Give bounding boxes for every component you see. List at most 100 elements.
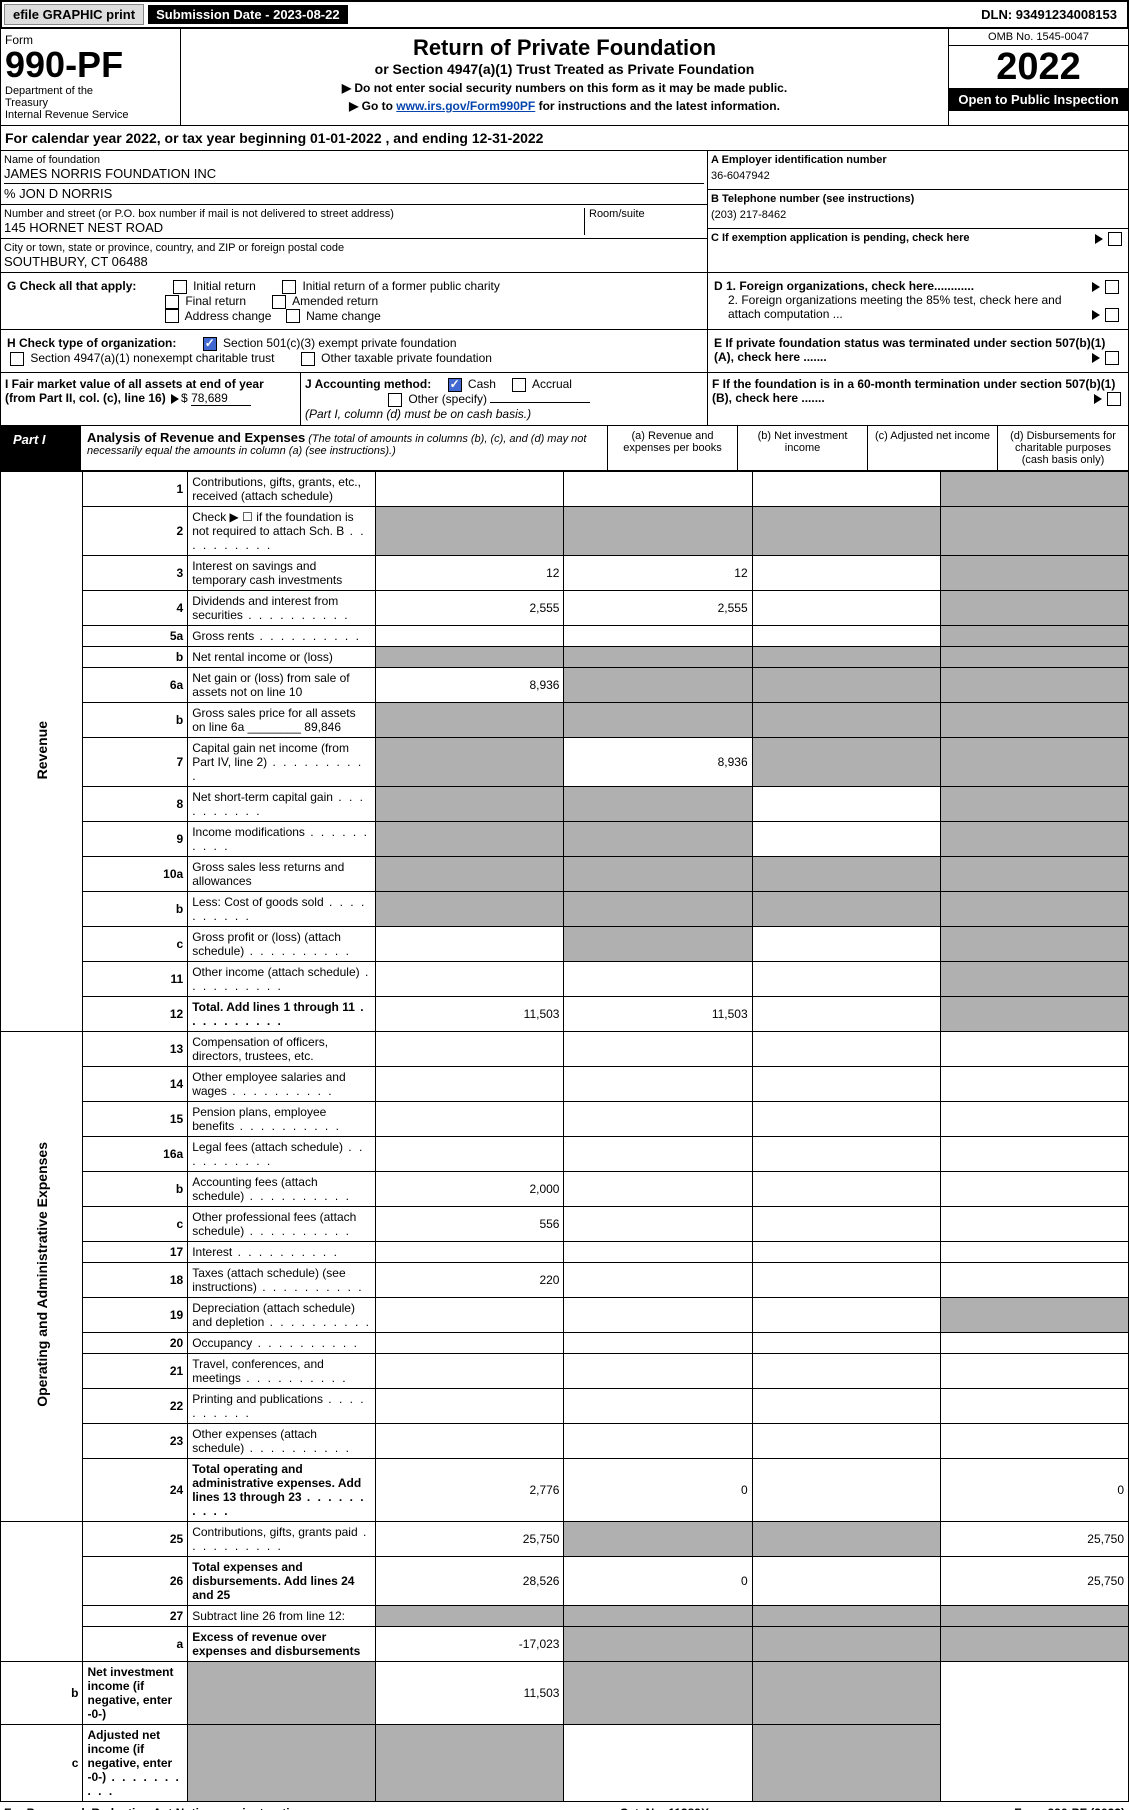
amount-cell [564,1031,752,1066]
amount-cell [752,926,940,961]
city: SOUTHBURY, CT 06488 [4,254,704,269]
amount-cell [752,961,940,996]
amount-cell [940,555,1128,590]
line-number: 16a [83,1136,188,1171]
table-row: 16aLegal fees (attach schedule) [1,1136,1129,1171]
g-amended[interactable] [272,295,286,309]
line-number: 20 [83,1332,188,1353]
g-initial-return[interactable] [173,280,187,294]
amount-cell [752,1458,940,1521]
amount-cell [752,1101,940,1136]
g-initial-former[interactable] [282,280,296,294]
line-desc: Net investment income (if negative, ente… [83,1661,188,1724]
form-title: Return of Private Foundation [187,35,942,61]
h-501c3[interactable] [203,337,217,351]
amount-cell [376,961,564,996]
table-row: 20Occupancy [1,1332,1129,1353]
amount-cell [376,786,564,821]
amount-cell [940,1353,1128,1388]
line-desc: Gross sales price for all assets on line… [188,702,376,737]
d1-checkbox[interactable] [1105,280,1119,294]
e-checkbox[interactable] [1105,351,1119,365]
j-other[interactable] [388,393,402,407]
g-address-change[interactable] [165,309,179,323]
footer-right: Form 990-PF (2022) [1014,1806,1125,1810]
footer: For Paperwork Reduction Act Notice, see … [0,1802,1129,1810]
amount-cell [940,1262,1128,1297]
ein: 36-6047942 [711,166,1125,186]
col-b-header: (b) Net investment income [738,426,868,470]
amount-cell: 2,776 [376,1458,564,1521]
table-row: bGross sales price for all assets on lin… [1,702,1129,737]
g-name-change[interactable] [286,309,300,323]
form-header: Form 990-PF Department of theTreasuryInt… [0,29,1129,126]
amount-cell [752,1353,940,1388]
amount-cell: 2,555 [376,590,564,625]
amount-cell [752,506,940,555]
c-checkbox[interactable] [1108,232,1122,246]
amount-cell [752,1066,940,1101]
line-number: 17 [83,1241,188,1262]
amount-cell [376,1031,564,1066]
amount-cell: 8,936 [376,667,564,702]
amount-cell [752,1605,940,1626]
amount-cell [376,737,564,786]
table-row: 23Other expenses (attach schedule) [1,1423,1129,1458]
footer-left: For Paperwork Reduction Act Notice, see … [4,1806,314,1810]
amount-cell [752,737,940,786]
amount-cell [940,667,1128,702]
table-row: Operating and Administrative Expenses13C… [1,1031,1129,1066]
h-4947[interactable] [10,352,24,366]
amount-cell [940,590,1128,625]
amount-cell [564,961,752,996]
table-row: 6aNet gain or (loss) from sale of assets… [1,667,1129,702]
amount-cell [564,1353,752,1388]
f-checkbox[interactable] [1107,392,1121,406]
irs-link[interactable]: www.irs.gov/Form990PF [396,99,535,113]
amount-cell [940,891,1128,926]
table-row: 19Depreciation (attach schedule) and dep… [1,1297,1129,1332]
d2-checkbox[interactable] [1105,308,1119,322]
amount-cell [940,506,1128,555]
line-desc: Excess of revenue over expenses and disb… [188,1626,376,1661]
line-desc: Interest on savings and temporary cash i… [188,555,376,590]
line-desc: Contributions, gifts, grants paid [188,1521,376,1556]
part-1-header: Part I Analysis of Revenue and Expenses … [0,426,1129,471]
dln: DLN: 93491234008153 [973,5,1125,24]
expenses-side-label: Operating and Administrative Expenses [1,1031,83,1521]
h-other-taxable[interactable] [301,352,315,366]
line-desc: Gross sales less returns and allowances [188,856,376,891]
form-id-block: Form 990-PF Department of theTreasuryInt… [1,29,181,125]
table-row: 7Capital gain net income (from Part IV, … [1,737,1129,786]
table-row: 25Contributions, gifts, grants paid25,75… [1,1521,1129,1556]
line-desc: Occupancy [188,1332,376,1353]
open-public: Open to Public Inspection [949,88,1128,111]
amount-cell [752,646,940,667]
line-desc: Net short-term capital gain [188,786,376,821]
line-number: 23 [83,1423,188,1458]
g-label: G Check all that apply: [7,279,136,293]
care-of: % JON D NORRIS [4,183,704,201]
col-c-header: (c) Adjusted net income [868,426,998,470]
j-cash[interactable] [448,378,462,392]
table-row: bNet investment income (if negative, ent… [1,1661,1129,1724]
amount-cell [564,1297,752,1332]
table-row: 21Travel, conferences, and meetings [1,1353,1129,1388]
amount-cell [752,667,940,702]
efile-btn[interactable]: efile GRAPHIC print [4,4,144,25]
line-number: 21 [83,1353,188,1388]
omb-number: OMB No. 1545-0047 [949,29,1128,46]
department: Department of theTreasuryInternal Revenu… [5,85,176,121]
line-number: 12 [83,996,188,1031]
amount-cell: -17,023 [376,1626,564,1661]
bottom-side [1,1521,83,1661]
line-number: 18 [83,1262,188,1297]
amount-cell [752,1388,940,1423]
g-final-return[interactable] [165,295,179,309]
amount-cell [752,555,940,590]
amount-cell [564,1066,752,1101]
ein-label: A Employer identification number [711,154,1125,166]
amount-cell [940,1297,1128,1332]
amount-cell [564,1388,752,1423]
j-accrual[interactable] [512,378,526,392]
